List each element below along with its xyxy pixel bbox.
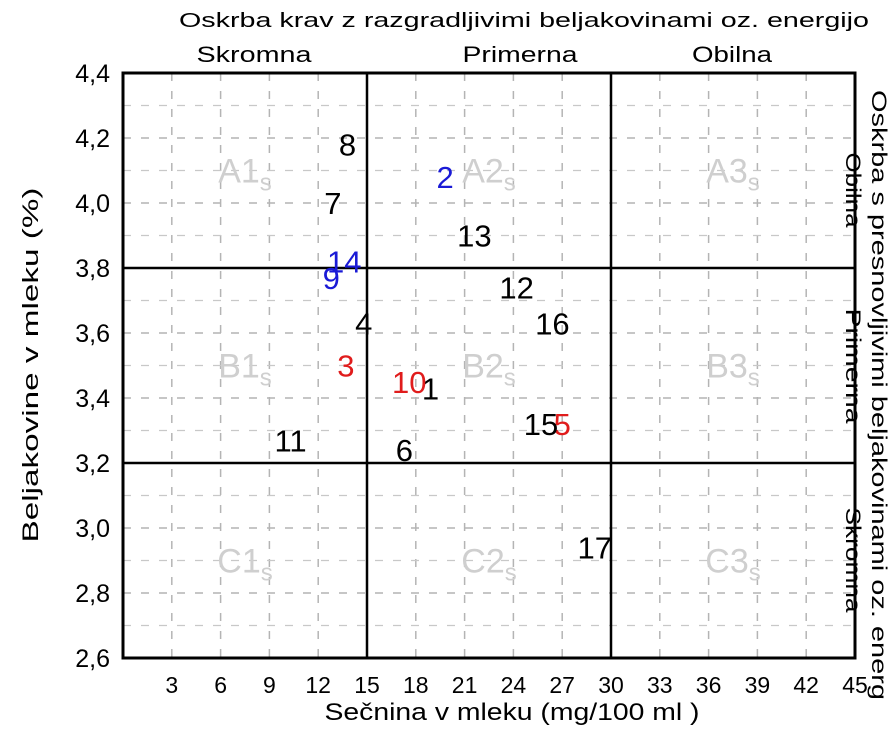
right-zone-label-primerna: Primerna [841,309,864,424]
chart-title: Oskrba krav z razgradljivimi beljakovina… [179,10,869,32]
data-point-11: 11 [274,423,306,458]
data-point-12: 12 [499,271,533,306]
zone-label-c3: C3s [705,543,760,587]
y-tick-label: 3,2 [75,450,110,478]
x-tick-label: 9 [263,672,276,698]
x-tick-label: 45 [842,672,868,698]
plot-frame [121,71,857,660]
x-tick-label: 30 [598,672,624,698]
x-tick-label: 18 [403,672,429,698]
y-tick-label: 3,0 [75,515,110,543]
top-zone-label-obilna: Obilna [692,42,773,67]
y-tick-label: 4,0 [75,190,110,218]
data-point-10: 10 [392,365,426,400]
right-zone-label-skromna: Skromna [841,508,864,613]
y-tick-label: 3,8 [75,255,110,283]
x-tick-label: 6 [214,672,227,698]
zone-label-c2: C2s [461,543,516,587]
y-tick-label: 2,6 [75,645,110,673]
x-tick-label: 39 [745,672,771,698]
zone-label-b1: B1s [218,348,272,392]
data-point-3: 3 [337,349,354,384]
y-tick-label: 3,4 [75,385,110,413]
data-point-15: 15 [524,407,558,442]
data-point-16: 16 [535,306,569,341]
y-tick-label: 4,4 [75,60,110,88]
y-tick-label: 3,6 [75,320,110,348]
x-tick-label: 21 [452,672,478,698]
data-point-6: 6 [396,433,413,468]
x-tick-label: 33 [647,672,673,698]
y-tick-label: 4,2 [75,125,110,153]
data-point-7: 7 [324,186,341,221]
x-tick-label: 36 [696,672,722,698]
x-axis-label: Sečnina v mleku (mg/100 ml ) [325,699,700,726]
zone-label-a2: A2s [462,153,516,197]
x-tick-label: 24 [501,672,527,698]
data-point-14: 14 [327,245,361,280]
x-tick-label: 15 [354,672,380,698]
zone-label-a1: A1s [218,153,272,197]
data-point-4: 4 [355,306,372,341]
x-tick-label: 27 [549,672,575,698]
right-zone-label-obilna: Obilna [841,153,864,228]
zone-label-b3: B3s [706,348,760,392]
x-tick-label: 3 [165,672,178,698]
zone-label-b2: B2s [462,348,516,392]
zone-dividers [123,73,855,658]
data-point-17: 17 [577,531,611,566]
x-tick-label: 12 [305,672,331,698]
right-axis-title: Oskrba s presnovljivimi beljakovinami oz… [867,90,890,700]
y-axis-label: Beljakovine v mleku (%) [18,188,43,543]
data-point-5: 5 [554,407,571,442]
top-zone-label-skromna: Skromna [197,42,313,67]
data-point-13: 13 [457,219,491,254]
data-point-9: 9 [323,261,340,296]
axis-ticks: 3 6 9 12 15 18 21 24 27 30 33 36 39 42 452,62,83,03,23… [75,60,868,698]
zone-labels: A1s A2s A3s B1s B2s B3s C1s C2s C3s [217,153,760,587]
grid [123,73,855,658]
x-tick-label: 42 [793,672,819,698]
zone-label-a3: A3s [706,153,760,197]
data-point-2: 2 [436,160,453,195]
data-point-1: 1 [422,371,439,406]
data-point-8: 8 [339,128,356,163]
zone-label-c1: C1s [217,543,272,587]
y-tick-label: 2,8 [75,580,110,608]
top-zone-label-primerna: Primerna [463,42,579,67]
